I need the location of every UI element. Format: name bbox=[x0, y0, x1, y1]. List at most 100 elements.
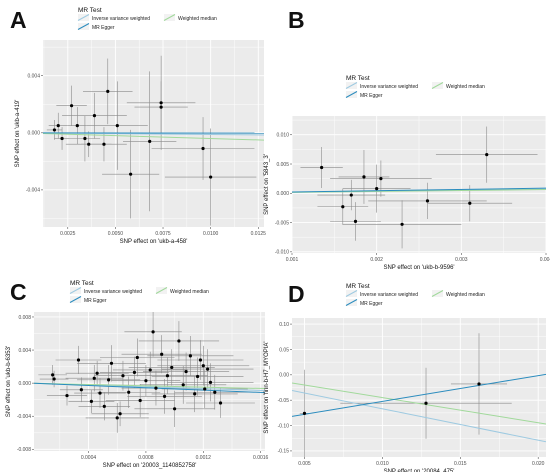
y-tick-label: -0.15 bbox=[278, 449, 290, 455]
snp-point bbox=[193, 392, 197, 396]
legend-title: MR Test bbox=[78, 7, 102, 14]
x-tick-label: 0.002 bbox=[370, 257, 383, 263]
snp-point bbox=[485, 153, 489, 157]
snp-point bbox=[129, 172, 133, 176]
x-axis-label: SNP effect on '20003_1140852758' bbox=[103, 463, 197, 469]
snp-point bbox=[184, 369, 188, 374]
snp-point bbox=[477, 382, 481, 386]
snp-point bbox=[148, 368, 152, 372]
legend-label: Inverse variance weighted bbox=[84, 289, 142, 295]
x-tick-label: 0.020 bbox=[532, 461, 545, 467]
y-axis-label: SNP effect on 'ukb-a-419' bbox=[15, 100, 21, 168]
snp-point bbox=[468, 201, 472, 205]
snp-point bbox=[109, 361, 114, 365]
y-tick-label: 0.10 bbox=[279, 322, 289, 328]
y-tick-label: 0.004 bbox=[27, 73, 40, 79]
legend-key-line bbox=[345, 82, 358, 89]
snp-point bbox=[425, 199, 430, 203]
snp-point bbox=[51, 373, 55, 377]
legend-label: Inverse variance weighted bbox=[92, 16, 150, 22]
legend-key-line bbox=[69, 287, 82, 294]
x-tick-label: 0.0125 bbox=[251, 231, 267, 237]
snp-point bbox=[154, 386, 158, 390]
regression-line bbox=[292, 373, 546, 417]
x-tick-label: 0.004 bbox=[540, 257, 550, 263]
x-tick-label: 0.0025 bbox=[60, 231, 76, 237]
snp-point bbox=[92, 114, 97, 118]
panel-d: D MR Test Inverse variance weighted Weighte… bbox=[264, 281, 546, 472]
legend-key-line bbox=[345, 290, 358, 297]
legend-key-line bbox=[163, 14, 176, 21]
legend-label: Inverse variance weighted bbox=[360, 292, 418, 298]
snp-point bbox=[424, 401, 428, 405]
legend-key-line bbox=[77, 14, 90, 21]
legend-label: MR Egger bbox=[84, 298, 107, 304]
snp-point bbox=[115, 124, 119, 128]
y-tick-label: -0.008 bbox=[17, 447, 31, 453]
snp-point bbox=[213, 390, 217, 394]
snp-point bbox=[379, 177, 383, 181]
legend-label: Weighted median bbox=[170, 289, 209, 295]
legend-key-line bbox=[431, 290, 444, 297]
snp-point bbox=[218, 401, 223, 405]
panel-letter: D bbox=[288, 281, 305, 307]
plot-background bbox=[34, 312, 265, 451]
y-tick-label: 0.000 bbox=[18, 381, 31, 387]
y-tick-label: -0.05 bbox=[278, 398, 290, 404]
legend-label: Weighted median bbox=[446, 292, 485, 298]
snp-point bbox=[79, 388, 83, 392]
legend-key-line bbox=[431, 82, 444, 89]
regression-line bbox=[292, 382, 546, 425]
y-tick-label: 0.05 bbox=[279, 347, 289, 353]
y-axis-label: SNP effect on 'finn-b-H7_MYOPIA' bbox=[264, 341, 270, 433]
snp-point bbox=[162, 394, 167, 398]
data-layer bbox=[292, 333, 546, 457]
x-tick-label: 0.0012 bbox=[196, 455, 212, 461]
y-tick-label: 0.005 bbox=[276, 162, 289, 168]
snp-point bbox=[177, 339, 181, 343]
snp-point bbox=[65, 393, 69, 398]
gridlines bbox=[34, 312, 265, 451]
y-axis-label: SNP effect on '5843_3' bbox=[264, 154, 270, 215]
snp-point bbox=[52, 377, 56, 381]
legend: MR Test Inverse variance weighted Weighted… bbox=[345, 283, 485, 307]
regression-line bbox=[34, 382, 265, 390]
snp-point bbox=[159, 101, 163, 105]
snp-point bbox=[151, 330, 155, 334]
snp-point bbox=[320, 165, 324, 170]
x-tick-label: 0.003 bbox=[455, 257, 468, 263]
snp-point bbox=[362, 175, 366, 179]
x-tick-label: 0.015 bbox=[454, 461, 467, 467]
y-tick-label: 0.004 bbox=[18, 348, 31, 354]
legend-label: MR Egger bbox=[360, 301, 383, 307]
snp-point bbox=[198, 358, 203, 362]
x-tick-label: 0.0100 bbox=[203, 231, 219, 237]
snp-point bbox=[102, 404, 106, 408]
snp-point bbox=[56, 124, 60, 128]
snp-point bbox=[92, 376, 96, 380]
snp-point bbox=[144, 379, 148, 383]
y-axis-label: SNP effect on 'ukb-b-6353' bbox=[6, 346, 12, 417]
x-tick-label: 0.0008 bbox=[138, 455, 154, 461]
snp-point bbox=[353, 219, 358, 223]
y-tick-label: -0.010 bbox=[275, 250, 289, 256]
x-axis-label: SNP effect on 'ukb-b-9596' bbox=[383, 265, 454, 271]
data-layer bbox=[34, 312, 265, 433]
snp-point bbox=[159, 105, 163, 109]
snp-point bbox=[52, 128, 57, 132]
snp-point bbox=[400, 222, 404, 226]
panel-b: B MR Test Inverse variance weighted Weighte… bbox=[264, 7, 550, 271]
x-axis-label: SNP effect on '20084_475' bbox=[384, 469, 455, 472]
y-tick-label: 0.000 bbox=[27, 131, 40, 137]
snp-point bbox=[60, 136, 64, 141]
legend-label: Weighted median bbox=[446, 84, 485, 90]
snp-point bbox=[209, 175, 213, 179]
snp-point bbox=[173, 407, 177, 411]
x-tick-label: 0.0016 bbox=[253, 455, 269, 461]
legend: MR Test Inverse variance weighted Weighted… bbox=[77, 7, 217, 31]
snp-point bbox=[118, 412, 122, 416]
legend-key-line bbox=[345, 299, 358, 306]
snp-point bbox=[148, 139, 152, 143]
snp-point bbox=[201, 146, 205, 151]
snp-point bbox=[138, 398, 142, 403]
